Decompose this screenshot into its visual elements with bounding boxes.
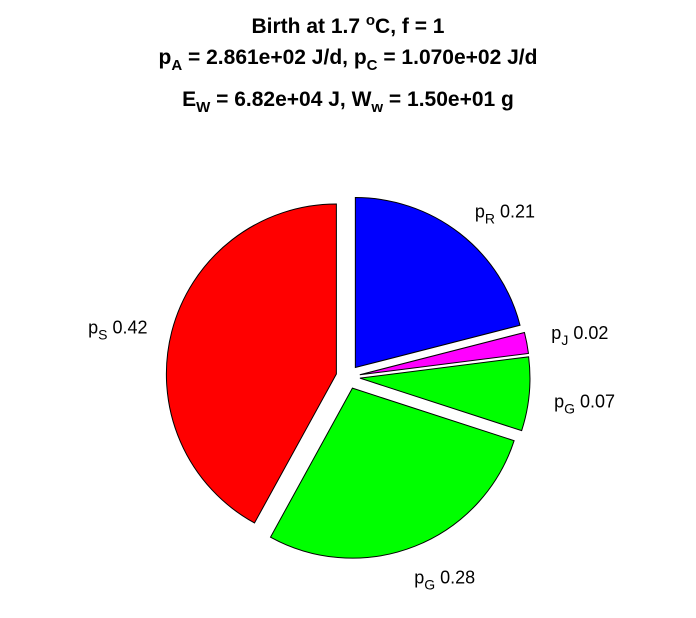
slice-label-pg-3: pG 0.28 — [414, 568, 475, 593]
slice-label-pr-0: pR 0.21 — [475, 201, 535, 226]
slice-label-pj-1: pJ 0.02 — [551, 323, 608, 348]
title-line-2: pA = 2.861e+02 J/d, pC = 1.070e+02 J/d — [159, 46, 538, 74]
title-line-1: Birth at 1.7 oC, f = 1 — [252, 12, 445, 38]
pie-slices — [165, 197, 531, 559]
slice-label-ps-4: pS 0.42 — [88, 318, 147, 343]
pie-slice-ps-4 — [165, 203, 337, 524]
pie-slice-pj-1 — [359, 331, 530, 376]
title-line-3: EW = 6.82e+04 J, Ww = 1.50e+01 g — [182, 88, 514, 116]
slice-label-pg-2: pG 0.07 — [554, 392, 615, 417]
pie-slice-pg-2 — [359, 356, 531, 432]
chart-title: Birth at 1.7 oC, f = 1 pA = 2.861e+02 J/… — [159, 12, 538, 116]
pie-slice-pr-0 — [354, 197, 521, 369]
pie-slice-pg-3 — [269, 387, 515, 559]
pie-labels: pR 0.21 pJ 0.02 pG 0.07 pG 0.28 pS 0.42 — [88, 201, 615, 592]
